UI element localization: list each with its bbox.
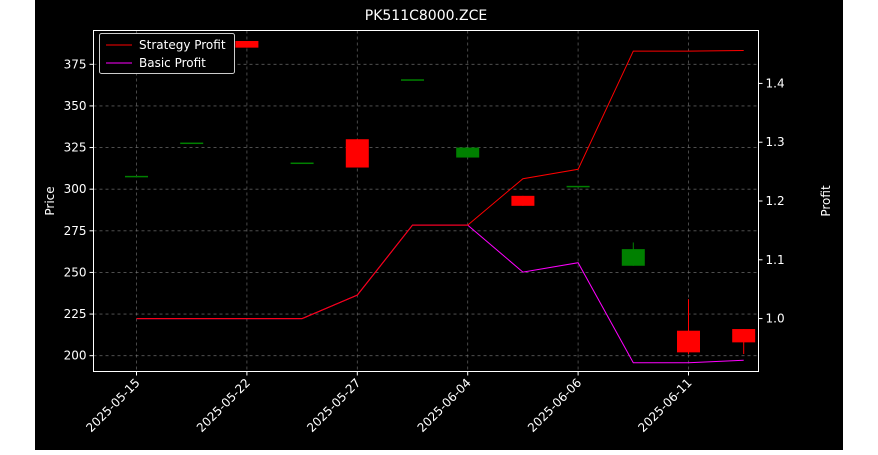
y-left-tick-label: 275 bbox=[64, 224, 87, 238]
y-left-tick-label: 225 bbox=[64, 307, 87, 321]
candle-body bbox=[290, 162, 314, 165]
chart-title: PK511C8000.ZCE bbox=[365, 8, 487, 24]
candle-body bbox=[511, 195, 535, 206]
y-left-tick-label: 200 bbox=[64, 349, 87, 363]
candlesticks bbox=[125, 40, 756, 355]
y-right-tick-label: 1.3 bbox=[766, 135, 785, 149]
y-axis-left-label: Price bbox=[43, 186, 57, 215]
candle-body bbox=[401, 79, 424, 81]
candle-body bbox=[677, 330, 700, 353]
y-left-tick-label: 325 bbox=[64, 141, 87, 155]
candle-body bbox=[456, 147, 480, 158]
y-left-tick-label: 250 bbox=[64, 265, 87, 279]
candle-body bbox=[732, 329, 756, 343]
legend: Strategy Profit Basic Profit bbox=[99, 33, 235, 74]
y-axis-right-label: Profit bbox=[819, 185, 833, 217]
legend-label-strategy-profit: Strategy Profit bbox=[139, 38, 226, 52]
candle-body bbox=[125, 175, 148, 178]
y-left-tick-label: 375 bbox=[64, 57, 87, 71]
y-right-tick-label: 1.4 bbox=[766, 76, 785, 90]
y-left-tick-label: 350 bbox=[64, 99, 87, 113]
candle-body bbox=[621, 249, 645, 266]
legend-label-basic-profit: Basic Profit bbox=[139, 56, 206, 70]
y-left-tick-label: 300 bbox=[64, 182, 87, 196]
candle-body bbox=[566, 185, 590, 188]
candle-body bbox=[180, 142, 204, 145]
y-right-tick-label: 1.2 bbox=[766, 194, 785, 208]
profit-lines bbox=[136, 50, 744, 364]
profit-line-strategy-profit bbox=[136, 50, 744, 320]
candle-body bbox=[235, 40, 259, 48]
legend-box bbox=[99, 33, 235, 74]
candle-body bbox=[345, 139, 369, 168]
y-right-tick-label: 1.0 bbox=[766, 312, 785, 326]
y-right-tick-label: 1.1 bbox=[766, 253, 785, 267]
